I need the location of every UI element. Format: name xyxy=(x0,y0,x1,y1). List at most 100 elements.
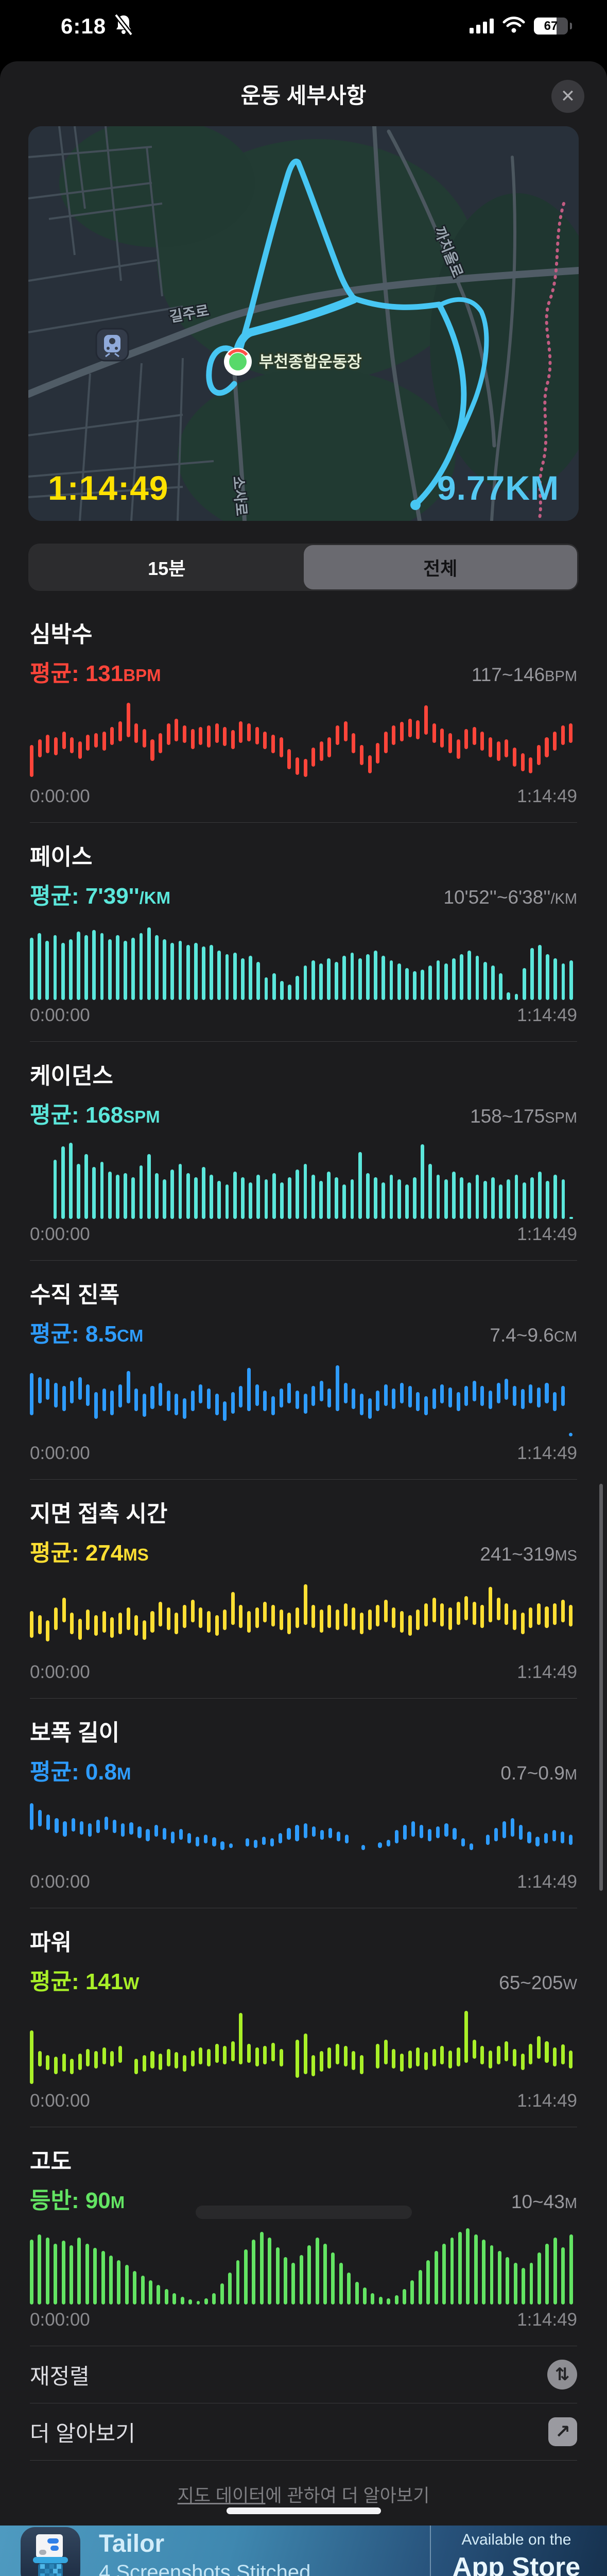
segment-all[interactable]: 전체 xyxy=(303,545,577,589)
close-button[interactable]: ✕ xyxy=(551,80,584,113)
scrollbar[interactable] xyxy=(599,1484,603,1891)
chart-axis: 0:00:00 1:14:49 xyxy=(30,1005,577,1026)
chart-axis: 0:00:00 1:14:49 xyxy=(30,1443,577,1464)
banner-divider xyxy=(430,2526,431,2576)
open-external-icon[interactable]: ↗ xyxy=(548,2417,577,2446)
axis-end-label: 1:14:49 xyxy=(517,1872,577,1892)
sheet-header: 운동 세부사항 ✕ xyxy=(0,61,607,126)
tailor-app-icon xyxy=(21,2527,80,2576)
home-indicator xyxy=(226,2507,381,2514)
learn-more-label: 더 알아보기 xyxy=(30,2421,135,2446)
axis-end-label: 1:14:49 xyxy=(517,786,577,806)
poi-label: 부천종합운동장 xyxy=(259,353,362,371)
axis-start-label: 0:00:00 xyxy=(30,1443,90,1463)
metric-range: 158~175SPM xyxy=(470,1106,577,1127)
axis-start-label: 0:00:00 xyxy=(30,1224,90,1244)
chart-cadence[interactable] xyxy=(30,1143,577,1219)
battery-percent: 67 xyxy=(544,19,558,33)
learn-more-row[interactable]: 더 알아보기 ↗ xyxy=(0,2403,607,2460)
axis-start-label: 0:00:00 xyxy=(30,2091,90,2111)
metric-section: 케이던스 평균: 168SPM 158~175SPM 0:00:00 1:14:… xyxy=(30,1042,577,1261)
metric-average: 등반: 90M xyxy=(30,2188,125,2213)
chart-heart-rate[interactable] xyxy=(30,701,577,781)
chart-pace[interactable] xyxy=(30,924,577,1000)
battery-icon: 67 xyxy=(534,18,568,35)
axis-start-label: 0:00:00 xyxy=(30,1872,90,1892)
axis-end-label: 1:14:49 xyxy=(517,2310,577,2330)
metric-title: 지면 접촉 시간 xyxy=(30,1501,168,1527)
map-attribution-link[interactable]: 지도 데이터에 관하여 더 알아보기 xyxy=(177,2486,430,2506)
workout-detail-sheet: 운동 세부사항 ✕ xyxy=(0,61,607,2526)
reorder-icon[interactable]: ⇅ xyxy=(547,2360,577,2389)
chart-axis: 0:00:00 1:14:49 xyxy=(30,1872,577,1892)
section-divider xyxy=(30,822,577,823)
metric-title: 보폭 길이 xyxy=(30,1720,120,1745)
route-map[interactable]: 길주로 까치울로 소사로 부천종합운동장 1:14:49 9.77KM xyxy=(28,126,579,521)
reorder-label: 재정렬 xyxy=(30,2364,90,2388)
metric-title: 페이스 xyxy=(30,844,93,870)
section-divider xyxy=(30,1698,577,1699)
reorder-row[interactable]: 재정렬 ⇅ xyxy=(0,2346,607,2403)
cellular-signal-icon xyxy=(470,19,494,33)
chart-ground-contact-time[interactable] xyxy=(30,1581,577,1657)
banner-subtitle: 4 Screenshots Stitched xyxy=(99,2561,311,2576)
metric-title: 심박수 xyxy=(30,622,93,647)
chart-stride-length[interactable] xyxy=(30,1800,577,1867)
trail-path xyxy=(537,202,565,521)
metric-average: 평균: 274MS xyxy=(30,1540,149,1566)
time-range-segmented-control: 15분 전체 xyxy=(28,544,579,591)
metric-section: 페이스 평균: 7'39''/KM 10'52''~6'38''/KM 0:00… xyxy=(30,823,577,1042)
axis-start-label: 0:00:00 xyxy=(30,2310,90,2330)
axis-end-label: 1:14:49 xyxy=(517,1005,577,1025)
chart-axis: 0:00:00 1:14:49 xyxy=(30,1662,577,1683)
tailor-promo-banner[interactable]: Tailor 4 Screenshots Stitched Available … xyxy=(0,2526,607,2576)
workout-duration: 1:14:49 xyxy=(48,469,169,507)
metric-range: 0.7~0.9M xyxy=(500,1762,577,1784)
metric-average: 평균: 131BPM xyxy=(30,661,161,686)
metric-title: 케이던스 xyxy=(30,1063,113,1089)
axis-start-label: 0:00:00 xyxy=(30,1005,90,1025)
chart-axis: 0:00:00 1:14:49 xyxy=(30,2310,577,2330)
metric-title: 고도 xyxy=(30,2149,72,2174)
chart-power[interactable] xyxy=(30,2009,577,2086)
section-divider xyxy=(30,1041,577,1042)
section-divider xyxy=(30,1260,577,1261)
page-title: 운동 세부사항 xyxy=(240,83,367,108)
chart-axis: 0:00:00 1:14:49 xyxy=(30,1224,577,1245)
chart-elevation[interactable] xyxy=(30,2206,577,2304)
workout-distance: 9.77KM xyxy=(437,469,559,507)
metric-range: 117~146BPM xyxy=(471,664,577,685)
chart-vertical-oscillation[interactable] xyxy=(30,1362,577,1438)
banner-app-name: Tailor xyxy=(99,2530,165,2557)
wifi-icon xyxy=(502,16,526,36)
metric-title: 파워 xyxy=(30,1930,72,1955)
route-start-marker xyxy=(224,348,252,376)
map-canvas: 길주로 까치울로 소사로 부천종합운동장 xyxy=(28,126,579,521)
metric-average: 평균: 8.5CM xyxy=(30,1321,144,1347)
axis-end-label: 1:14:49 xyxy=(517,1443,577,1463)
battery-nub xyxy=(570,23,572,29)
metric-section: 파워 평균: 141W 65~205W 0:00:00 1:14:49 xyxy=(30,1908,577,2127)
chart-axis: 0:00:00 1:14:49 xyxy=(30,786,577,807)
route-path xyxy=(206,158,489,508)
status-time: 6:18 xyxy=(61,13,107,38)
stitch-artifact-pill xyxy=(195,2206,412,2219)
metric-sections: 심박수 평균: 131BPM 117~146BPM 0:00:00 1:14:4… xyxy=(0,600,607,2346)
metric-average: 평균: 0.8M xyxy=(30,1759,131,1785)
metric-average: 평균: 7'39''/KM xyxy=(30,884,171,909)
train-station-icon xyxy=(95,328,129,362)
metric-section: 지면 접촉 시간 평균: 274MS 241~319MS 0:00:00 1:1… xyxy=(30,1480,577,1699)
metric-range: 65~205W xyxy=(499,1972,577,1993)
metric-average: 평균: 141W xyxy=(30,1969,140,1994)
metric-section: 보폭 길이 평균: 0.8M 0.7~0.9M 0:00:00 1:14:49 xyxy=(30,1699,577,1908)
metric-range: 10'52''~6'38''/KM xyxy=(443,887,577,908)
axis-start-label: 0:00:00 xyxy=(30,786,90,806)
segment-15min[interactable]: 15분 xyxy=(148,558,186,579)
metric-section: 수직 진폭 평균: 8.5CM 7.4~9.6CM 0:00:00 1:14:4… xyxy=(30,1261,577,1480)
row-divider xyxy=(30,2460,577,2461)
axis-start-label: 0:00:00 xyxy=(30,1662,90,1682)
metric-section: 고도 등반: 90M 10~43M 0:00:00 1:14:49 xyxy=(30,2127,577,2346)
metric-range: 10~43M xyxy=(511,2191,577,2212)
chart-axis: 0:00:00 1:14:49 xyxy=(30,2091,577,2111)
app-store-link[interactable]: Available on the App Store xyxy=(452,2531,581,2576)
